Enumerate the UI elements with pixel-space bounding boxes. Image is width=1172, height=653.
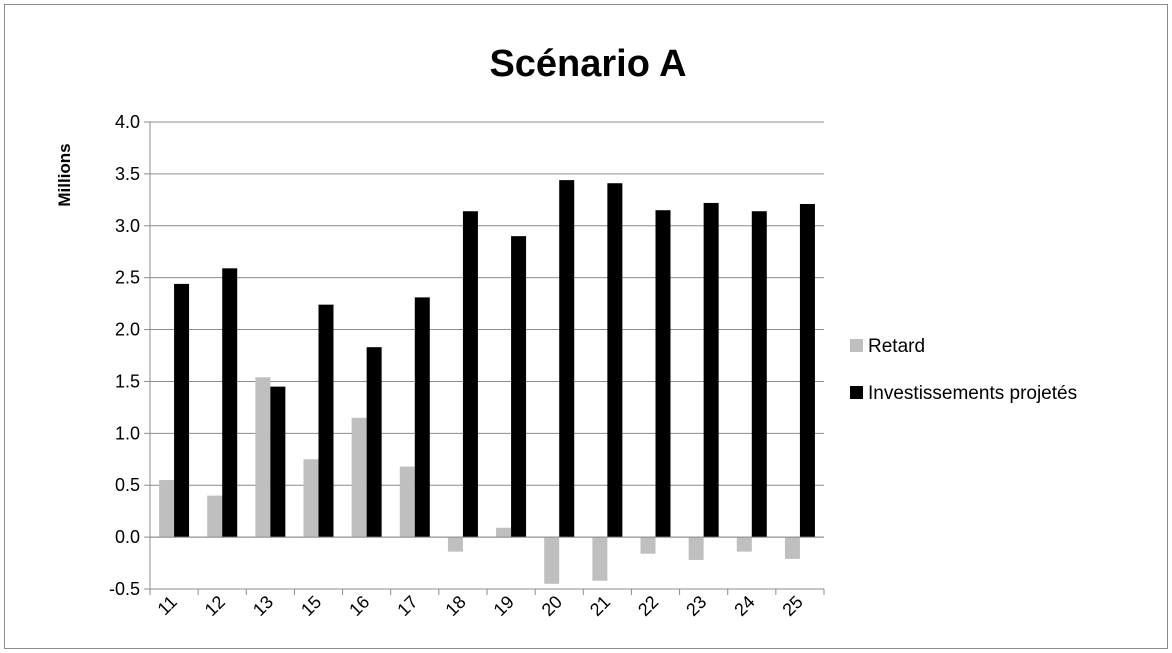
bar-investissements-11 <box>174 283 190 538</box>
bar-investissements-25 <box>799 203 815 538</box>
bar-retard-16 <box>351 417 367 538</box>
bar-investissements-15 <box>318 304 334 538</box>
x-tick-label: 20 <box>538 592 566 620</box>
y-tick-label: 2.5 <box>115 268 140 288</box>
bar-investissements-12 <box>222 268 238 538</box>
bar-investissements-23 <box>703 202 719 538</box>
bar-retard-12 <box>207 495 223 538</box>
y-tick-label: 4.0 <box>115 112 140 132</box>
x-tick-label: 19 <box>490 592 518 620</box>
x-tick-label: 21 <box>586 592 614 620</box>
bar-retard-21 <box>592 537 608 581</box>
gridlines <box>150 121 824 590</box>
x-tick-label: 16 <box>345 592 373 620</box>
bar-retard-19 <box>496 527 512 538</box>
bar-investissements-16 <box>366 347 382 538</box>
bar-investissements-20 <box>559 180 575 538</box>
bar-investissements-22 <box>655 210 671 538</box>
legend-swatch-1 <box>850 339 863 352</box>
bar-investissements-17 <box>414 297 430 538</box>
bar-retard-20 <box>544 537 560 584</box>
legend-label-2: Investissements projetés <box>868 383 1077 404</box>
bar-retard-23 <box>688 537 704 560</box>
legend-swatch-2 <box>850 386 863 399</box>
x-tick-label: 23 <box>682 592 710 620</box>
bar-investissements-18 <box>462 211 478 538</box>
bar-retard-11 <box>159 480 175 538</box>
x-tick-label: 24 <box>730 592 758 620</box>
chart-frame <box>4 4 1168 649</box>
bar-investissements-24 <box>751 211 767 538</box>
y-tick-label: 3.5 <box>115 164 140 184</box>
x-tick-label: 12 <box>201 592 229 620</box>
x-tick-label: 13 <box>249 592 277 620</box>
y-tick-label: 0.5 <box>115 475 140 495</box>
bar-investissements-21 <box>607 183 623 538</box>
y-tick-label: -0.5 <box>109 579 140 599</box>
y-tick-label: 0.0 <box>115 527 140 547</box>
bar-retard-18 <box>447 537 463 552</box>
x-tick-label: 11 <box>154 592 181 619</box>
y-tick-label: 1.5 <box>115 371 140 391</box>
y-tick-label: 3.0 <box>115 216 140 236</box>
y-axis-label: Millions <box>55 143 74 206</box>
bar-investissements-13 <box>270 386 286 538</box>
legend: Retard Investissements projetés <box>850 336 1077 404</box>
bar-investissements-19 <box>511 236 527 538</box>
x-tick-label: 15 <box>297 592 325 620</box>
bars <box>159 180 815 584</box>
x-tick-label: 25 <box>778 592 806 620</box>
y-tick-label: 2.0 <box>115 320 140 340</box>
x-tick-label: 22 <box>634 592 662 620</box>
bar-retard-15 <box>303 459 319 538</box>
x-tick-label: 17 <box>393 592 421 620</box>
legend-label-1: Retard <box>868 336 925 357</box>
bar-retard-13 <box>255 377 271 538</box>
bar-retard-25 <box>784 537 800 559</box>
bar-retard-22 <box>640 537 656 554</box>
bar-retard-24 <box>736 537 752 552</box>
chart-title: Scénario A <box>489 43 686 85</box>
bar-retard-17 <box>399 466 415 538</box>
x-tick-label: 18 <box>441 592 469 620</box>
y-tick-label: 1.0 <box>115 423 140 443</box>
